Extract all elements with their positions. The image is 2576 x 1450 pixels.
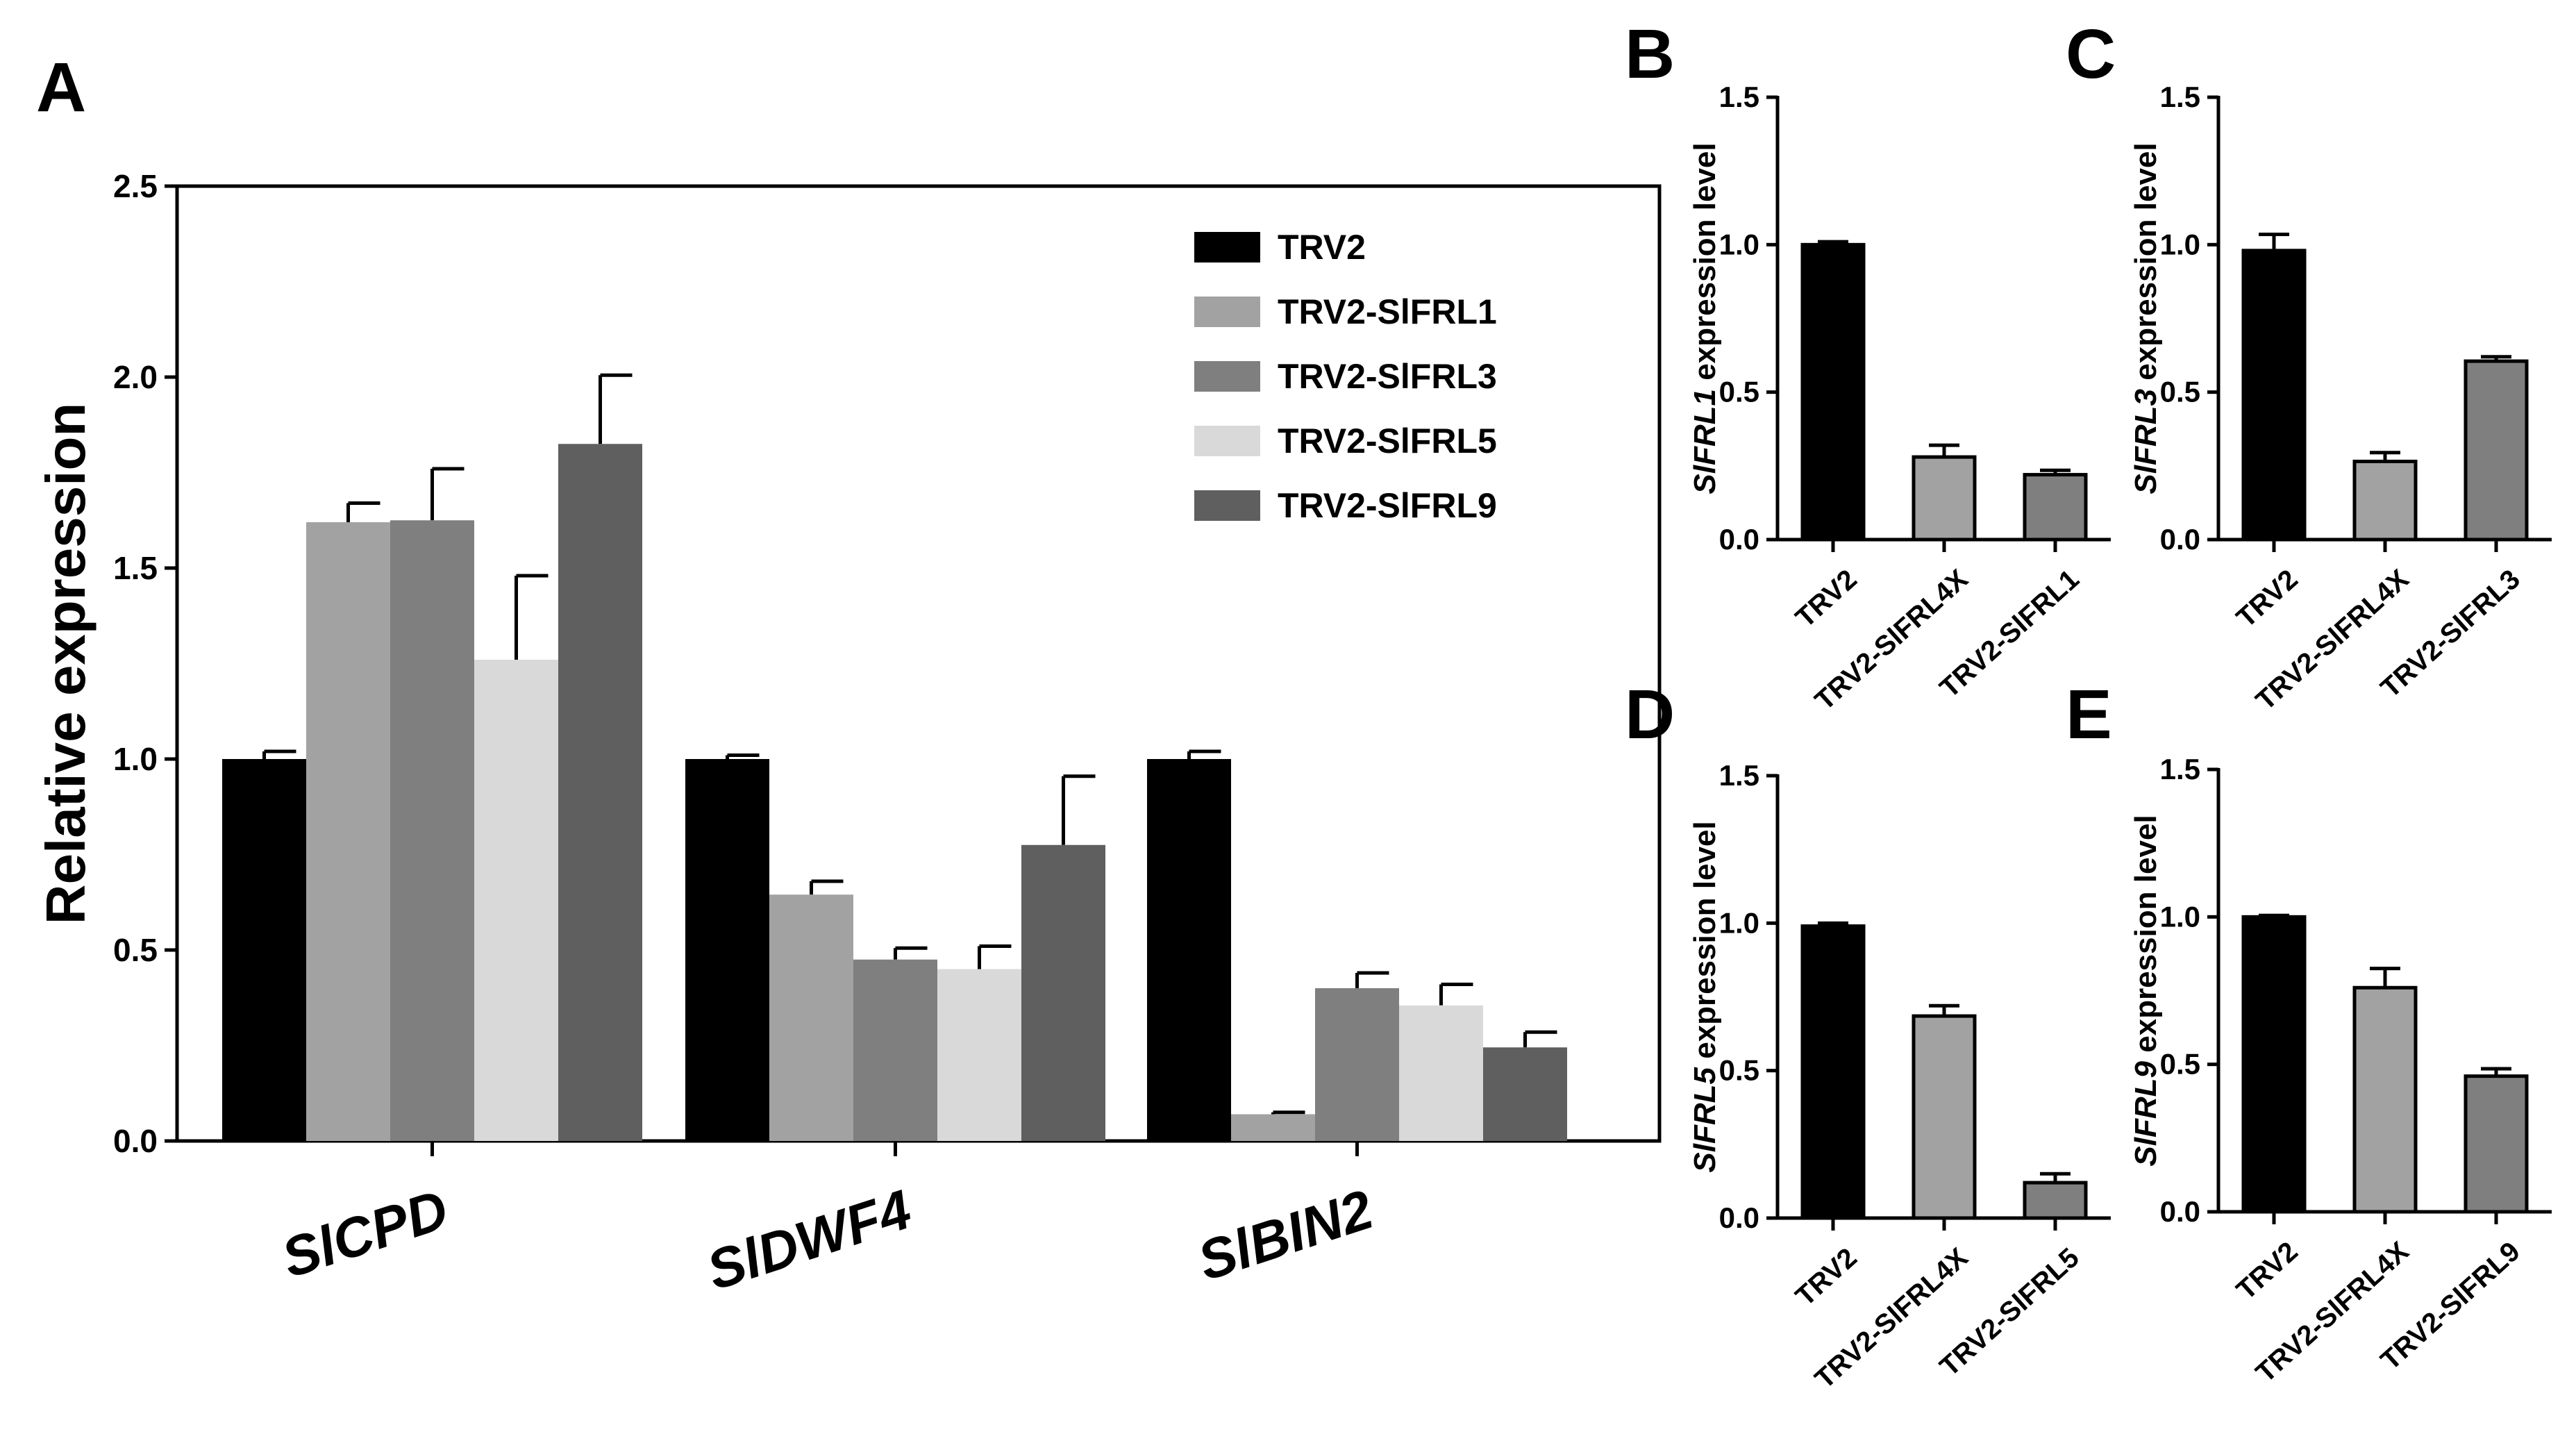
bar <box>306 522 390 1141</box>
y-tick-label: 1.5 <box>1719 759 1759 792</box>
y-axis-label-rest: expression level <box>1688 142 1722 389</box>
y-tick-label: 0.5 <box>113 932 158 968</box>
category-label: SlBIN2 <box>1191 1178 1380 1292</box>
legend-swatch <box>1194 297 1260 327</box>
bar <box>1315 988 1399 1141</box>
bar <box>1021 844 1105 1141</box>
y-tick-label: 1.5 <box>1719 81 1759 113</box>
bar <box>558 444 642 1141</box>
bar <box>1800 924 1866 1220</box>
bar <box>2023 1181 2088 1220</box>
y-axis-label-rest: expression level <box>2129 142 2163 389</box>
bar <box>937 969 1021 1141</box>
bar <box>1399 1005 1483 1141</box>
bar <box>1147 759 1231 1141</box>
y-tick-label: 0.0 <box>113 1123 158 1159</box>
bar <box>1231 1114 1315 1141</box>
category-label: TRV2 <box>2231 1236 2304 1306</box>
y-tick-label: 0.0 <box>1719 1201 1759 1234</box>
y-axis-label-gene: SlFRL1 <box>1688 389 1722 494</box>
panel-d: D 0.0 0.5 1.0 1.5 SlFRL5 expression level TRV2… <box>1625 676 2111 1394</box>
bar <box>1912 455 1977 542</box>
panel-a: A 0.0 0.5 1.0 1.5 2.0 2.5 Relative expression Sl… <box>35 49 1662 1301</box>
y-axis-label-gene: SlFRL5 <box>1688 1067 1722 1173</box>
bar <box>1483 1047 1567 1141</box>
y-tick-label: 0.5 <box>1719 1054 1759 1087</box>
y-axis-label: SlFRL3 expression level <box>2129 142 2163 494</box>
bar <box>474 660 558 1141</box>
bar <box>2241 249 2307 542</box>
legend-swatch <box>1194 490 1260 521</box>
legend-swatch <box>1194 361 1260 392</box>
y-axis-label-rest: expression level <box>2129 815 2163 1061</box>
legend-label: TRV2-SlFRL5 <box>1278 422 1497 460</box>
bar <box>2352 459 2418 542</box>
category-label: TRV2 <box>1790 1242 1863 1312</box>
legend-label: TRV2-SlFRL1 <box>1278 292 1497 331</box>
y-axis-label-rest: expression level <box>1688 821 1722 1067</box>
y-tick-label: 1.5 <box>2160 81 2200 113</box>
category-label: SlCPD <box>275 1178 455 1289</box>
y-axis-label: SlFRL9 expression level <box>2129 815 2163 1166</box>
y-tick-label: 0.5 <box>2160 1048 2200 1081</box>
y-tick-label: 1.5 <box>2160 753 2200 785</box>
y-tick-label: 1.0 <box>1719 906 1759 939</box>
panel-b: B 0.0 0.5 1.0 1.5 SlFRL1 expression level TRV2… <box>1625 15 2111 716</box>
panel-letter: C <box>2066 15 2116 93</box>
y-axis-label: Relative expression <box>35 403 97 924</box>
bar <box>2023 473 2088 542</box>
y-axis-label: SlFRL5 expression level <box>1688 821 1722 1172</box>
panel-letter-a: A <box>36 49 86 126</box>
legend-label: TRV2-SlFRL9 <box>1278 486 1497 525</box>
bar <box>685 759 769 1141</box>
panel-e: E 0.0 0.5 1.0 1.5 SlFRL9 expression level TRV2… <box>2066 676 2552 1388</box>
y-tick-label: 2.0 <box>113 359 158 395</box>
legend-swatch <box>1194 232 1260 262</box>
y-tick-label: 1.5 <box>113 550 158 586</box>
y-tick-label: 0.5 <box>2160 376 2200 408</box>
y-tick-label: 1.0 <box>1719 228 1759 260</box>
category-label: TRV2 <box>2231 564 2304 634</box>
bar <box>1800 242 1866 542</box>
y-tick-label: 1.0 <box>2160 900 2200 933</box>
y-tick-label: 2.5 <box>113 168 158 204</box>
y-tick-label: 1.0 <box>2160 228 2200 260</box>
legend-swatch <box>1194 426 1260 456</box>
y-tick-label: 1.0 <box>113 741 158 777</box>
y-tick-label: 0.0 <box>1719 523 1759 556</box>
panel-c: C 0.0 0.5 1.0 1.5 SlFRL3 expression level TRV2… <box>2066 15 2552 716</box>
y-tick-label: 0.0 <box>2160 523 2200 556</box>
legend-label: TRV2-SlFRL3 <box>1278 357 1497 396</box>
bar <box>2352 985 2418 1214</box>
bar <box>390 520 474 1141</box>
y-tick-label: 0.0 <box>2160 1195 2200 1228</box>
bar <box>769 894 853 1141</box>
category-label: TRV2 <box>1790 564 1863 634</box>
y-axis-label: SlFRL1 expression level <box>1688 142 1722 494</box>
bar <box>2464 1074 2529 1214</box>
panel-letter: E <box>2066 676 2112 753</box>
panel-letter: D <box>1625 676 1675 753</box>
bar <box>2241 915 2307 1214</box>
y-axis-label-gene: SlFRL3 <box>2129 389 2163 494</box>
bar <box>2464 359 2529 542</box>
bar <box>853 959 937 1141</box>
category-label: SlDWF4 <box>700 1178 919 1301</box>
y-axis-label-gene: SlFRL9 <box>2129 1061 2163 1167</box>
bar <box>222 759 306 1141</box>
panel-letter: B <box>1625 15 1675 93</box>
bar <box>1912 1014 1977 1220</box>
y-tick-label: 0.5 <box>1719 376 1759 408</box>
legend-label: TRV2 <box>1278 228 1366 267</box>
